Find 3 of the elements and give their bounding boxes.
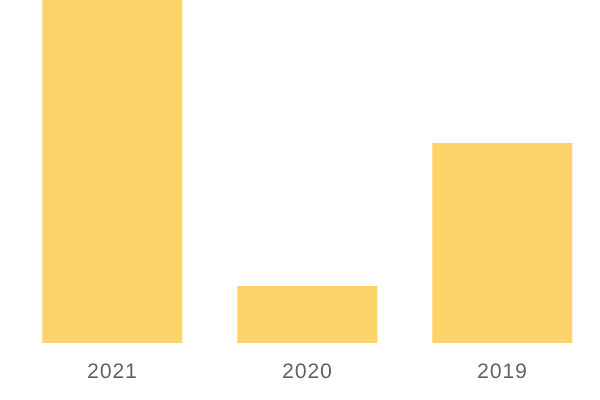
x-tick-label: 2019 bbox=[477, 360, 528, 383]
x-tick-label: 2021 bbox=[87, 360, 138, 383]
x-tick-label: 2020 bbox=[282, 360, 333, 383]
